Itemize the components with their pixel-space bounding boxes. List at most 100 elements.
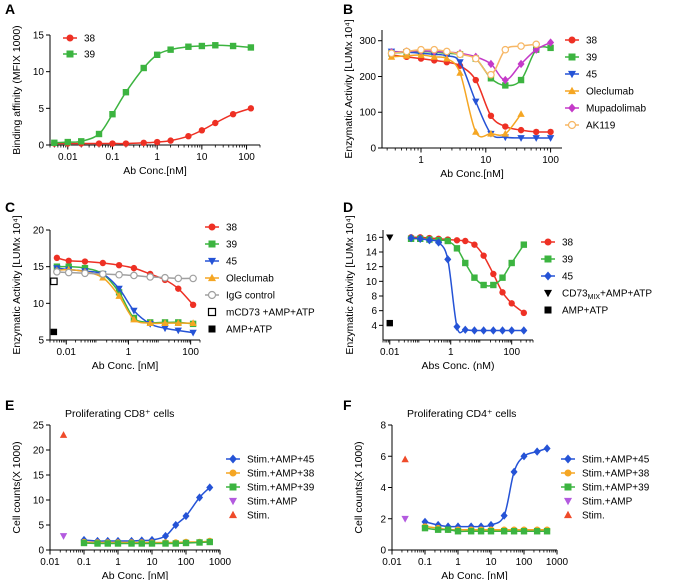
- x-tick-label: 100: [503, 347, 520, 358]
- legend-label: Mupadolimab: [586, 104, 646, 115]
- data-point: [453, 322, 461, 331]
- y-tick-label: 10: [33, 299, 45, 310]
- panel-letter: D: [343, 199, 353, 215]
- legend-marker: [208, 325, 216, 333]
- data-point: [543, 528, 551, 535]
- legend-label: Stim.+AMP+38: [582, 469, 650, 480]
- legend-marker: [544, 255, 552, 263]
- legend-marker: [544, 238, 552, 246]
- series-38: [53, 254, 197, 308]
- legend-label: AMP+ATP: [226, 325, 273, 336]
- fit-curve: [391, 54, 551, 133]
- x-axis-label: Ab Conc. [nM]: [441, 570, 508, 580]
- data-point: [500, 511, 508, 520]
- data-point: [185, 43, 192, 50]
- legend-item: Stim.+AMP: [563, 497, 633, 508]
- x-tick-label: 1: [154, 152, 160, 163]
- legend-marker: [228, 497, 238, 506]
- legend-marker: [207, 273, 217, 282]
- x-tick-label: 0.1: [418, 557, 432, 568]
- series-39: [51, 42, 255, 146]
- data-point: [477, 528, 485, 535]
- legend-marker: [207, 257, 217, 266]
- legend-item: Stim.: [563, 511, 605, 522]
- data-point: [148, 540, 156, 547]
- data-point: [489, 326, 497, 335]
- legend-label: Stim.+AMP: [247, 497, 298, 508]
- legend-item: 45: [205, 257, 238, 268]
- legend-label: 38: [586, 36, 598, 47]
- y-tick-label: 15: [33, 262, 45, 273]
- data-point: [64, 268, 73, 277]
- legend-item: AMP+ATP: [544, 306, 609, 317]
- y-tick-label: 16: [366, 233, 378, 244]
- data-point: [533, 128, 540, 136]
- data-point: [532, 40, 541, 49]
- x-tick-label: 100: [542, 155, 559, 166]
- x-axis-label: Ab Conc. [nM]: [102, 570, 169, 580]
- x-axis-label: Ab Conc.[nM]: [440, 168, 504, 180]
- legend: 38 39 45 CD73MIX+AMP+ATP AMP+ATP: [541, 238, 652, 317]
- x-tick-label: 10: [480, 155, 492, 166]
- data-point: [444, 255, 452, 264]
- legend-item: Mupadolimab: [565, 103, 646, 115]
- legend-marker: [208, 223, 216, 231]
- fit-curve: [83, 486, 211, 542]
- x-tick-label: 1: [448, 347, 454, 358]
- data-point: [130, 315, 138, 323]
- x-tick-label: 0.1: [106, 152, 120, 163]
- y-tick-label: 0: [370, 144, 376, 155]
- legend-label: mCD73 +AMP+ATP: [226, 308, 315, 319]
- legend-label: AK119: [586, 121, 616, 132]
- data-point: [487, 129, 495, 137]
- data-point: [498, 326, 507, 335]
- data-point: [490, 270, 497, 278]
- data-point: [533, 528, 541, 535]
- fit-curve: [411, 237, 524, 334]
- data-point: [387, 49, 396, 58]
- plot-title: Proliferating CD4⁺ cells: [407, 408, 516, 420]
- x-tick-label: 10: [146, 557, 158, 568]
- legend-label: 45: [226, 257, 238, 268]
- x-tick-label: 10: [485, 557, 497, 568]
- x-tick-label: 0.01: [57, 347, 77, 358]
- y-tick-label: 300: [359, 36, 376, 47]
- data-point: [94, 540, 101, 547]
- data-point: [453, 245, 461, 252]
- legend-item: IgG control: [205, 291, 275, 302]
- legend-marker: [66, 50, 74, 58]
- series-mcd73-amp-atp: [50, 277, 58, 286]
- legend-item: 45: [541, 271, 574, 283]
- data-point: [386, 234, 394, 242]
- data-point: [471, 274, 478, 281]
- legend-label: 45: [562, 272, 574, 283]
- legend-label: 45: [586, 70, 598, 81]
- data-point: [81, 269, 89, 278]
- legend-marker: [568, 103, 576, 113]
- data-point: [487, 70, 495, 79]
- y-tick-label: 0: [38, 546, 44, 557]
- legend-label-main: CD73: [562, 289, 588, 300]
- series-38: [407, 234, 528, 317]
- data-point: [115, 262, 123, 269]
- x-tick-label: 0.01: [40, 557, 60, 568]
- y-tick-label: 4: [371, 321, 377, 332]
- legend-marker: [564, 483, 572, 491]
- legend-label: CD73MIX+AMP+ATP: [562, 289, 652, 302]
- legend-marker: [567, 120, 577, 130]
- data-point: [99, 270, 107, 278]
- legend-label: Stim.+AMP+45: [247, 455, 315, 466]
- x-tick-label: 1: [455, 557, 461, 568]
- data-point: [520, 528, 528, 535]
- data-point: [174, 274, 183, 283]
- y-axis-label: Enzymatic Activity [LUMx 10⁴]: [343, 19, 355, 158]
- legend-label: AMP+ATP: [562, 306, 609, 317]
- data-point: [517, 110, 525, 117]
- y-tick-label: 4: [380, 483, 386, 494]
- data-point: [140, 64, 147, 72]
- fit-curve: [56, 268, 194, 325]
- fit-curve: [411, 236, 525, 314]
- series-stim-: [401, 455, 409, 463]
- y-tick-label: 0: [38, 141, 44, 152]
- y-axis-label: Enzymatic Activity [LUMx 10⁴]: [344, 215, 356, 354]
